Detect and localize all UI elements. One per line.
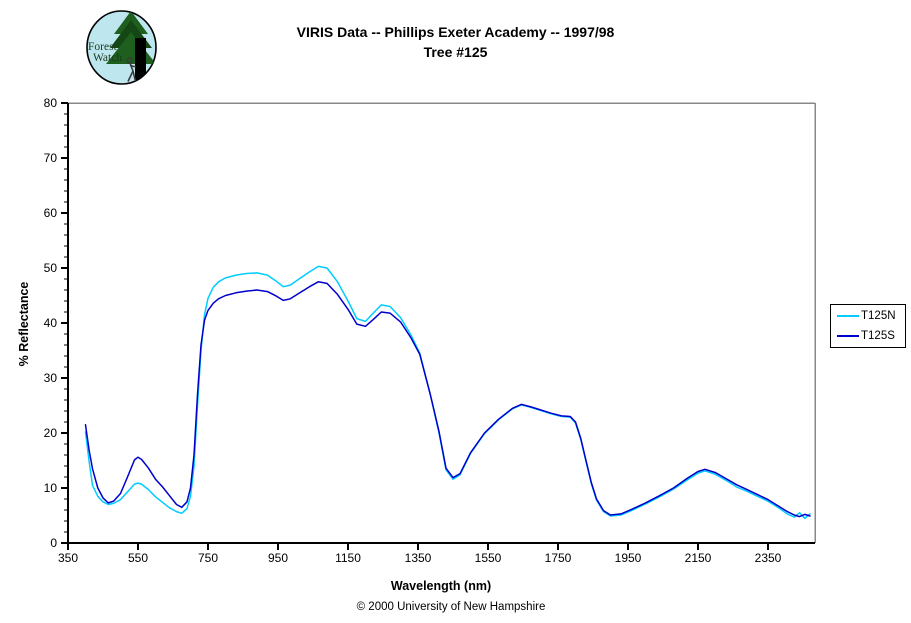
legend-item-t125n: T125N (831, 309, 905, 323)
chart-title-line1: VIRIS Data -- Phillips Exeter Academy --… (296, 24, 615, 40)
series-line-t125s (84, 281, 811, 518)
legend-line-t125s (837, 335, 859, 337)
y-tick-label: 50 (44, 261, 58, 275)
forest-watch-logo-svg: Forest Watch (86, 10, 157, 85)
legend-label-t125n: T125N (861, 310, 896, 322)
y-tick-label: 0 (50, 536, 57, 550)
y-tick-label: 70 (44, 151, 58, 165)
x-tick-label: 750 (198, 551, 218, 565)
x-tick-label: 2350 (755, 551, 782, 565)
chart-title-line2: Tree #125 (423, 44, 488, 60)
x-tick-label: 350 (58, 551, 78, 565)
y-tick-label: 30 (44, 371, 58, 385)
forest-watch-logo: Forest Watch (85, 9, 158, 86)
y-tick-label: 40 (44, 316, 58, 330)
logo-text-forest: Forest (88, 41, 118, 53)
series-line-t125n (84, 265, 811, 520)
x-tick-label: 950 (268, 551, 288, 565)
copyright-text: © 2000 University of New Hampshire (357, 601, 546, 613)
x-tick-label: 1550 (475, 551, 502, 565)
x-tick-label: 550 (128, 551, 148, 565)
legend-label-t125s: T125S (861, 330, 895, 342)
x-tick-label: 1350 (405, 551, 432, 565)
y-tick-label: 20 (44, 426, 58, 440)
y-axis-title: % Reflectance (17, 282, 31, 367)
legend-item-t125s: T125S (831, 329, 905, 343)
x-tick-label: 1750 (545, 551, 572, 565)
x-tick-label: 1150 (335, 551, 361, 565)
pine-tree-icon (106, 11, 156, 83)
legend-line-t125n (837, 315, 859, 317)
tree-trunk (135, 38, 146, 83)
person-figure-icon (126, 57, 137, 82)
x-tick-label: 2150 (685, 551, 712, 565)
x-axis-title: Wavelength (nm) (391, 579, 491, 593)
x-tick-label: 1950 (615, 551, 642, 565)
y-tick-label: 10 (44, 481, 58, 495)
logo-text-watch: Watch (93, 52, 122, 64)
chart-title: VIRIS Data -- Phillips Exeter Academy --… (0, 22, 911, 62)
legend: T125N T125S (830, 304, 906, 348)
y-tick-label: 60 (44, 206, 58, 220)
y-tick-label: 80 (44, 96, 58, 110)
